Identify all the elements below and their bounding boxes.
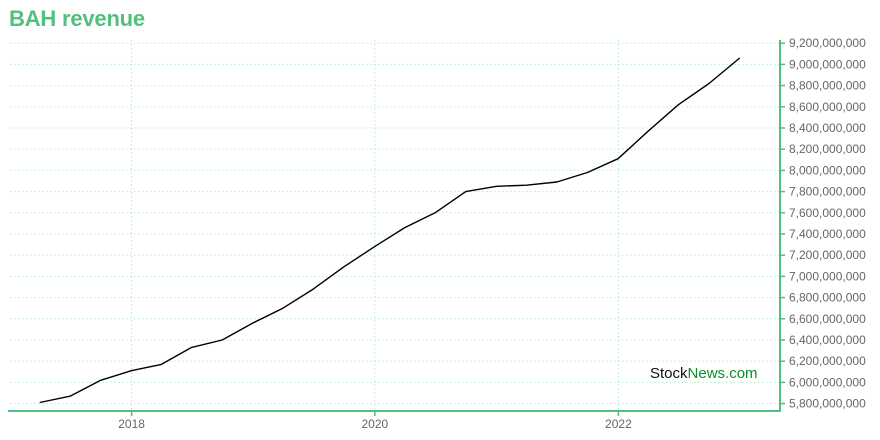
y-tick-label: 6,800,000,000 (789, 291, 866, 305)
chart-title: BAH revenue (9, 6, 145, 31)
watermark-news: News.com (687, 365, 758, 382)
y-tick-label: 7,200,000,000 (789, 248, 866, 262)
watermark-stock: Stock (650, 365, 688, 382)
y-tick-label: 6,400,000,000 (789, 333, 866, 347)
y-tick-label: 8,200,000,000 (789, 142, 866, 156)
y-tick-label: 7,600,000,000 (789, 206, 866, 220)
y-tick-label: 6,600,000,000 (789, 312, 866, 326)
y-tick-label: 5,800,000,000 (789, 397, 866, 411)
x-tick-label: 2020 (361, 417, 388, 431)
y-tick-label: 6,000,000,000 (789, 375, 866, 389)
y-tick-label: 8,400,000,000 (789, 121, 866, 135)
y-tick-label: 6,200,000,000 (789, 354, 866, 368)
x-tick-label: 2022 (605, 417, 632, 431)
y-tick-label: 7,800,000,000 (789, 185, 866, 199)
y-tick-label: 7,000,000,000 (789, 269, 866, 283)
y-tick-label: 9,000,000,000 (789, 57, 866, 71)
watermark: StockNews.com (650, 365, 758, 382)
y-tick-label: 9,200,000,000 (789, 36, 866, 50)
series-line (39, 57, 741, 404)
y-tick-label: 8,600,000,000 (789, 100, 866, 114)
y-tick-label: 8,800,000,000 (789, 79, 866, 93)
x-tick-label: 2018 (118, 417, 145, 431)
y-tick-label: 8,000,000,000 (789, 163, 866, 177)
y-tick-label: 7,400,000,000 (789, 227, 866, 241)
